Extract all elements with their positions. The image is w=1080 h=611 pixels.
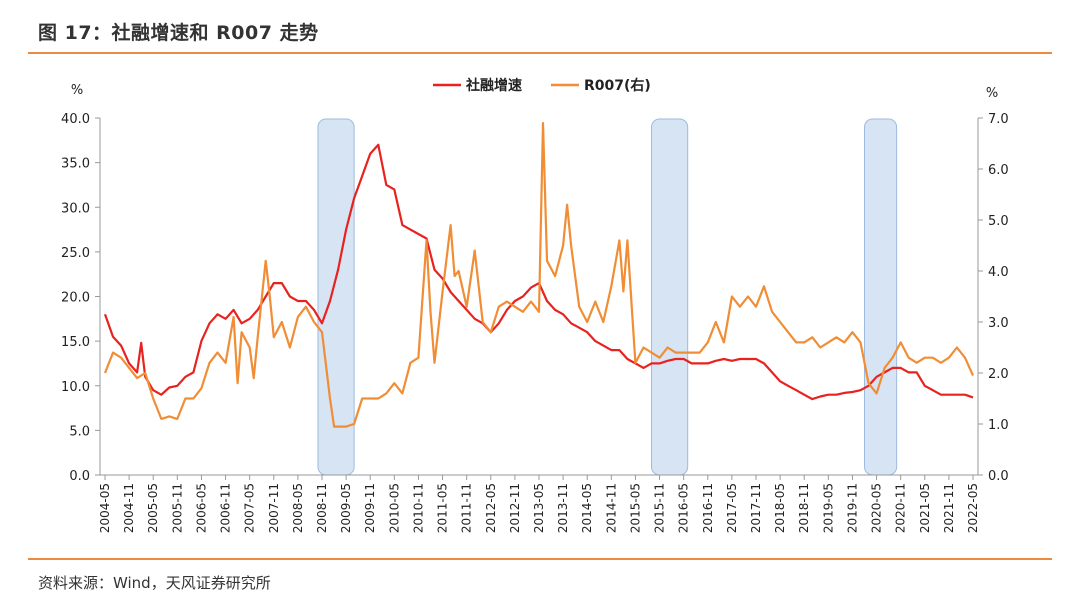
x-tick-label: 2008-11: [315, 483, 329, 533]
x-tick-label: 2013-05: [532, 483, 546, 533]
x-tick-label: 2005-11: [170, 483, 184, 533]
left-tick-label: 10.0: [61, 380, 90, 395]
x-tick-label: 2021-05: [918, 483, 932, 533]
left-tick-label: 25.0: [61, 246, 90, 261]
x-tick-label: 2016-05: [677, 483, 691, 533]
right-tick-label: 3.0: [988, 316, 1009, 331]
line-chart: % % 0.0 5.0 10.0 15.0 20.0 25.0 30.0 35.0 40.0 0…: [61, 77, 1009, 533]
x-tick-label: 2006-05: [194, 483, 208, 533]
x-tick-label: 2020-05: [870, 483, 884, 533]
shaded-period-2: [651, 118, 689, 476]
x-tick-label: 2017-11: [749, 483, 763, 533]
x-tick-label: 2019-11: [845, 483, 859, 533]
series-line-shrong: [103, 143, 974, 401]
x-tick-label: 2006-11: [219, 483, 233, 533]
x-tick-label: 2017-05: [725, 483, 739, 533]
x-tick-label: 2012-05: [484, 483, 498, 533]
x-tick-label: 2019-05: [821, 483, 835, 533]
x-tick-label: 2020-11: [894, 483, 908, 533]
right-axis-unit: %: [986, 86, 998, 101]
x-tick-label: 2007-11: [267, 483, 281, 533]
x-tick-label: 2009-05: [339, 483, 353, 533]
x-tick-label: 2022-05: [966, 483, 980, 533]
x-tick-label: 2010-11: [411, 483, 425, 533]
x-tick-label: 2012-11: [508, 483, 522, 533]
shaded-period-1: [317, 118, 355, 476]
shaded-period-3: [864, 118, 898, 476]
x-tick-label: 2013-11: [556, 483, 570, 533]
x-tick-label: 2018-05: [773, 483, 787, 533]
x-tick-label: 2010-05: [387, 483, 401, 533]
right-tick-label: 4.0: [988, 265, 1009, 280]
x-tick-label: 2014-11: [604, 483, 618, 533]
left-tick-label: 15.0: [61, 335, 90, 350]
left-tick-label: 0.0: [69, 469, 90, 484]
x-tick-label: 2007-05: [243, 483, 257, 533]
x-tick-label: 2011-11: [460, 483, 474, 533]
legend-label-shrong: 社融增速: [465, 77, 522, 94]
right-tick-label: 7.0: [988, 112, 1009, 127]
x-tick-label: 2014-05: [580, 483, 594, 533]
x-tick-labels: 2004-05 2004-11 2005-05 2005-11 2006-05 2006-…: [98, 475, 980, 533]
x-tick-label: 2005-05: [146, 483, 160, 533]
shaded-periods: [317, 118, 898, 476]
left-tick-label: 30.0: [61, 201, 90, 216]
x-tick-label: 2021-11: [942, 483, 956, 533]
legend-label-r007: R007(右): [584, 77, 651, 94]
x-tick-label: 2018-11: [797, 483, 811, 533]
left-tick-label: 20.0: [61, 291, 90, 306]
x-tick-label: 2004-05: [98, 483, 112, 533]
left-axis-unit: %: [71, 83, 83, 98]
x-tick-label: 2008-05: [291, 483, 305, 533]
left-tick-label: 35.0: [61, 157, 90, 172]
series-lines: [103, 122, 975, 428]
x-tick-label: 2015-05: [628, 483, 642, 533]
left-tick-label: 5.0: [69, 424, 90, 439]
x-tick-label: 2011-05: [436, 483, 450, 533]
left-tick-label: 40.0: [61, 112, 90, 127]
right-tick-label: 0.0: [988, 469, 1009, 484]
right-tick-label: 5.0: [988, 214, 1009, 229]
legend: 社融增速 R007(右): [433, 77, 651, 94]
x-tick-label: 2004-11: [122, 483, 136, 533]
right-tick-label: 2.0: [988, 367, 1009, 382]
left-tick-labels: 0.0 5.0 10.0 15.0 20.0 25.0 30.0 35.0 40.0: [61, 112, 100, 484]
footer-divider: [28, 558, 1052, 560]
x-tick-label: 2009-11: [363, 483, 377, 533]
right-tick-label: 6.0: [988, 163, 1009, 178]
right-tick-labels: 0.0 1.0 2.0 3.0 4.0 5.0 6.0 7.0: [978, 112, 1009, 484]
series-line-r007: [103, 122, 975, 428]
title-divider: [28, 52, 1052, 54]
figure-title: 图 17：社融增速和 R007 走势: [38, 22, 319, 44]
x-tick-label: 2015-11: [653, 483, 667, 533]
right-tick-label: 1.0: [988, 418, 1009, 433]
x-tick-label: 2016-11: [701, 483, 715, 533]
source-note: 资料来源：Wind，天风证券研究所: [38, 574, 271, 592]
